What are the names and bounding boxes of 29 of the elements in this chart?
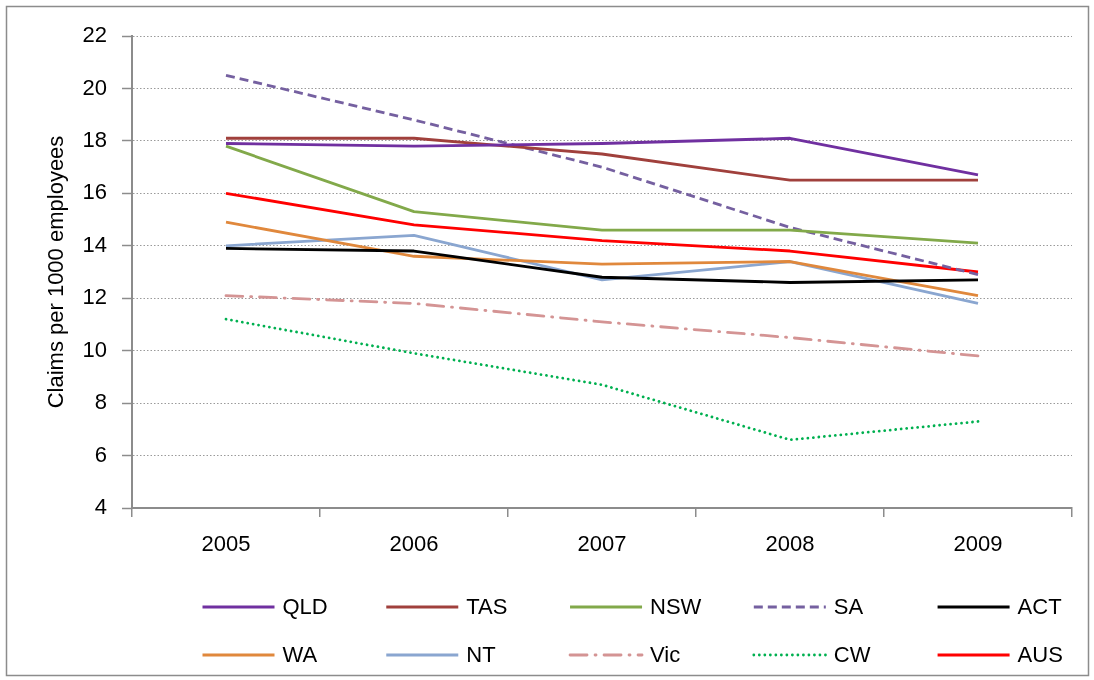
legend-label: WA — [282, 642, 318, 668]
line-series — [224, 294, 980, 358]
legend-label: NSW — [650, 594, 702, 620]
line-series — [224, 73, 980, 277]
y-tick-label: 10 — [82, 336, 107, 362]
y-tick-label: 18 — [82, 126, 107, 152]
legend-label: ACT — [1017, 594, 1062, 620]
x-tick-label: 2005 — [201, 531, 251, 557]
line-series — [224, 317, 980, 442]
y-tick-label: 16 — [82, 179, 107, 205]
y-axis-title: Claims per 1000 employees — [43, 135, 69, 409]
y-tick-label: 22 — [82, 22, 107, 48]
y-tick-label: 6 — [94, 441, 107, 467]
legend-label: AUS — [1017, 642, 1063, 668]
legend-label: CW — [833, 642, 871, 668]
y-tick-label: 4 — [94, 494, 107, 520]
x-tick-label: 2009 — [953, 531, 1003, 557]
y-tick-label: 8 — [94, 389, 107, 415]
x-tick-label: 2006 — [389, 531, 439, 557]
legend-label: TAS — [466, 594, 508, 620]
legend-label: QLD — [282, 594, 328, 620]
x-tick-label: 2008 — [765, 531, 815, 557]
legend-label: NT — [466, 642, 496, 668]
y-tick-label: 20 — [82, 74, 107, 100]
y-tick-label: 14 — [82, 231, 107, 257]
legend-label: SA — [833, 594, 864, 620]
y-tick-label: 12 — [82, 284, 107, 310]
x-tick-label: 2007 — [577, 531, 627, 557]
legend-label: Vic — [650, 642, 681, 668]
